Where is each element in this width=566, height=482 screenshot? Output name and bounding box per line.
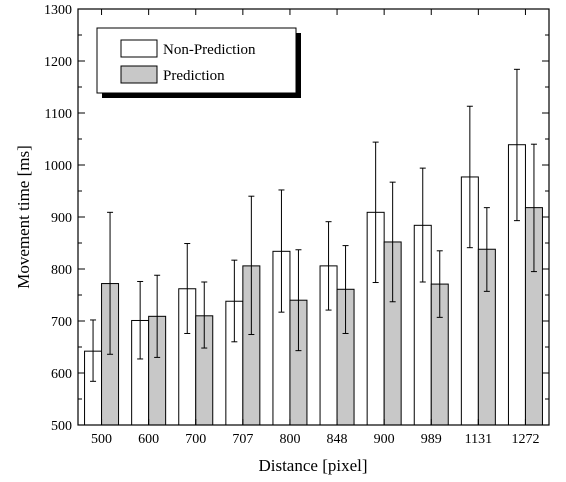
x-tick-label-900: 900 [374,432,395,447]
y-tick-label-1200: 1200 [44,55,72,70]
y-tick-label-1000: 1000 [44,159,72,174]
x-tick-label-1131: 1131 [465,432,492,447]
x-tick-label-848: 848 [327,432,348,447]
legend: Non-Prediction Prediction [96,27,301,98]
y-tick-label-700: 700 [51,315,72,330]
y-tick-label-1300: 1300 [44,3,72,18]
legend-label-non-prediction: Non-Prediction [163,42,256,58]
x-tick-label-500: 500 [91,432,112,447]
y-tick-label-600: 600 [51,367,72,382]
x-tick-label-1272: 1272 [511,432,539,447]
legend-label-prediction: Prediction [163,68,225,84]
error-bars-layer [90,68,537,382]
bars-layer [84,144,543,426]
x-axis-title: Distance [pixel] [258,456,367,475]
x-tick-label-989: 989 [421,432,442,447]
y-axis-title: Movement time [ms] [14,145,33,289]
x-tick-label-700: 700 [185,432,206,447]
x-tick-label-600: 600 [138,432,159,447]
y-tick-label-800: 800 [51,263,72,278]
x-tick-label-707: 707 [232,432,253,447]
y-tick-label-500: 500 [51,419,72,434]
y-tick-label-1100: 1100 [45,107,72,122]
y-tick-label-900: 900 [51,211,72,226]
x-tick-label-800: 800 [279,432,300,447]
legend-swatch-prediction [120,65,158,84]
axis-ticks-layer: 500 600 700 707 800 848 900 989 1131 1272 500 600 70… [44,3,549,447]
legend-swatch-non-prediction [120,39,158,58]
